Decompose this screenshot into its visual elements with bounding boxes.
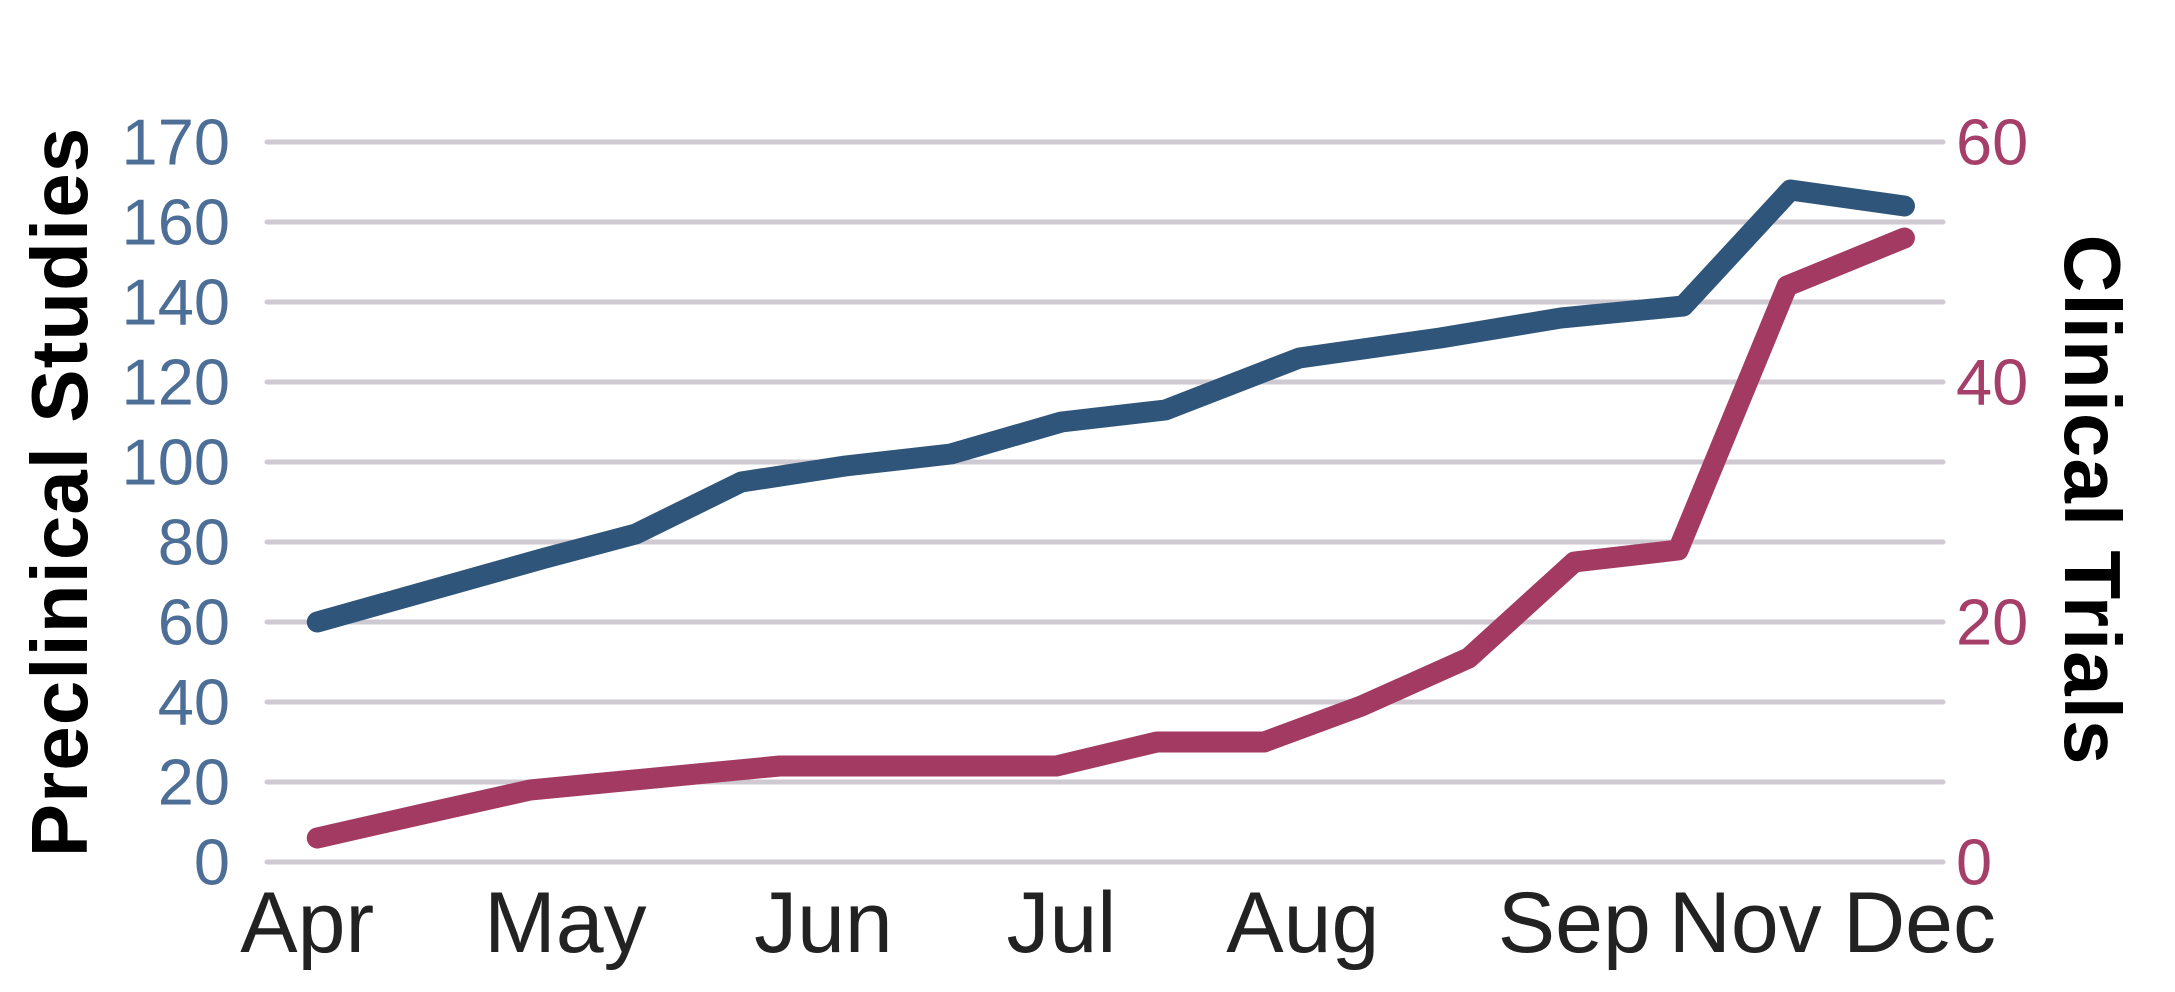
left-axis-tick-label: 100 bbox=[121, 425, 230, 499]
x-axis-month-label: Jun bbox=[754, 875, 893, 971]
clinical-trials-line bbox=[306, 227, 1915, 849]
x-axis-month-label: May bbox=[484, 875, 647, 971]
left-axis-tick-label: 140 bbox=[121, 265, 230, 339]
left-axis-tick-label: 120 bbox=[121, 345, 230, 419]
left-axis-tick-label: 0 bbox=[193, 825, 230, 899]
x-axis-month-label: Apr bbox=[240, 875, 375, 971]
right-axis-title: Clinical Trials bbox=[2048, 234, 2137, 766]
right-axis-tick-label: 40 bbox=[1956, 345, 2029, 419]
left-axis-tick-label: 40 bbox=[157, 665, 230, 739]
right-axis-tick-label: 20 bbox=[1956, 585, 2029, 659]
left-axis-tick-label: 60 bbox=[157, 585, 230, 659]
x-axis-month-label: Sep bbox=[1497, 875, 1651, 971]
x-axis-month-label: Nov bbox=[1668, 875, 1822, 971]
x-axis-month-label: Dec bbox=[1843, 875, 1996, 971]
left-axis-tick-label: 160 bbox=[121, 185, 230, 259]
left-axis-tick-label: 170 bbox=[121, 105, 230, 179]
right-axis-tick-label: 60 bbox=[1956, 105, 2029, 179]
x-axis-month-label: Aug bbox=[1226, 875, 1380, 971]
right-axis-tick-label: 0 bbox=[1956, 825, 1993, 899]
left-axis-tick-label: 20 bbox=[157, 745, 230, 819]
preclinical-studies-line bbox=[306, 179, 1915, 633]
left-axis-tick-label: 80 bbox=[157, 505, 230, 579]
x-axis-month-label: Jul bbox=[1006, 875, 1117, 971]
